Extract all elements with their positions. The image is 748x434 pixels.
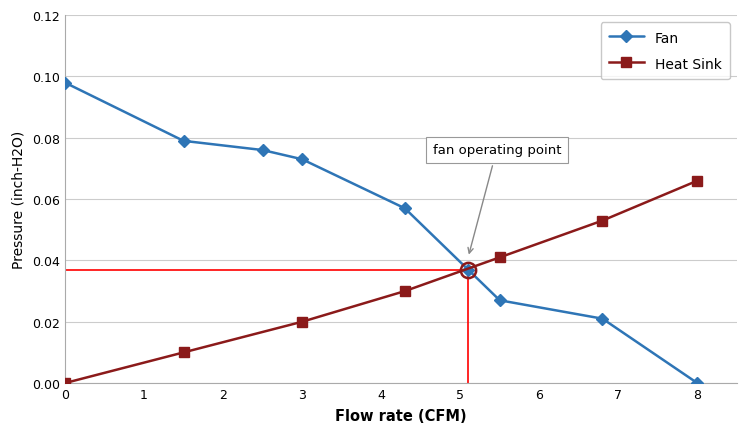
Fan	[258, 148, 267, 153]
Line: Heat Sink: Heat Sink	[60, 177, 702, 388]
Fan	[693, 381, 702, 386]
X-axis label: Flow rate (CFM): Flow rate (CFM)	[335, 408, 467, 423]
Fan	[598, 316, 607, 322]
Fan	[495, 298, 504, 303]
Fan	[400, 206, 409, 211]
Fan	[464, 267, 473, 273]
Line: Fan: Fan	[61, 79, 702, 388]
Fan	[61, 81, 70, 86]
Heat Sink	[61, 381, 70, 386]
Legend: Fan, Heat Sink: Fan, Heat Sink	[601, 23, 730, 80]
Heat Sink	[495, 255, 504, 260]
Heat Sink	[693, 179, 702, 184]
Heat Sink	[179, 350, 188, 355]
Fan	[298, 157, 307, 162]
Y-axis label: Pressure (inch-H2O): Pressure (inch-H2O)	[11, 131, 25, 269]
Heat Sink	[298, 319, 307, 325]
Heat Sink	[400, 289, 409, 294]
Text: fan operating point: fan operating point	[432, 144, 561, 253]
Heat Sink	[598, 218, 607, 224]
Fan	[179, 139, 188, 144]
